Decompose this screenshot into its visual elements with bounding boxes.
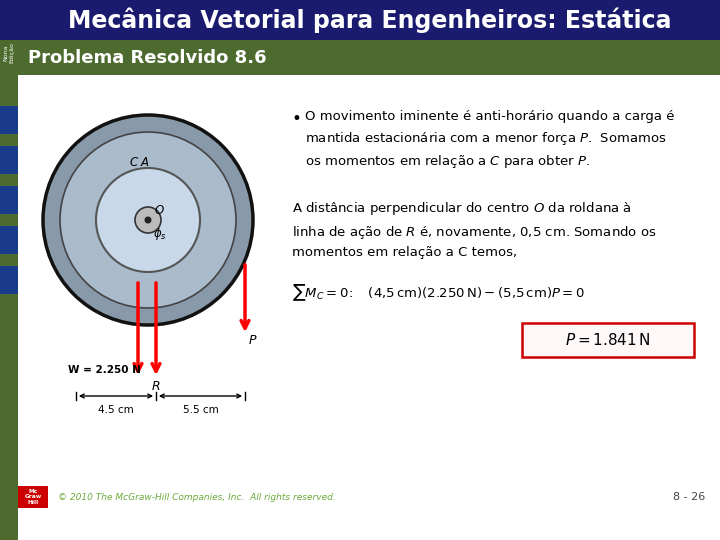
FancyBboxPatch shape (0, 40, 18, 540)
Text: A distância perpendicular do centro $O$ da roldana à
linha de ação de $R$ é, nov: A distância perpendicular do centro $O$ … (292, 200, 657, 259)
Text: •: • (292, 110, 302, 128)
Text: $\sum M_C = 0\!:\quad$$(4{,}5\,\mathrm{cm})(2.250\,\mathrm{N})-(5{,}5\,\mathrm{c: $\sum M_C = 0\!:\quad$$(4{,}5\,\mathrm{c… (292, 282, 585, 303)
Text: Nona
Edição: Nona Edição (4, 42, 14, 63)
Text: 4.5 cm: 4.5 cm (98, 405, 134, 415)
Text: Problema Resolvido 8.6: Problema Resolvido 8.6 (28, 49, 266, 67)
Circle shape (96, 168, 200, 272)
Text: P: P (249, 334, 256, 347)
FancyBboxPatch shape (18, 486, 48, 508)
Text: R: R (152, 380, 161, 393)
Text: Mecânica Vetorial para Engenheiros: Estática: Mecânica Vetorial para Engenheiros: Está… (68, 7, 672, 33)
FancyBboxPatch shape (0, 0, 720, 40)
Text: O movimento iminente é anti-horário quando a carga é
mantida estacionária com a : O movimento iminente é anti-horário quan… (305, 110, 675, 170)
Text: 8 - 26: 8 - 26 (672, 492, 705, 502)
FancyBboxPatch shape (18, 75, 720, 508)
FancyBboxPatch shape (18, 40, 720, 75)
FancyBboxPatch shape (0, 226, 18, 254)
Circle shape (145, 217, 151, 224)
Circle shape (60, 132, 236, 308)
Text: © 2010 The McGraw-Hill Companies, Inc.  All rights reserved.: © 2010 The McGraw-Hill Companies, Inc. A… (58, 492, 336, 502)
FancyBboxPatch shape (0, 266, 18, 294)
Text: $P = 1.841\,\mathrm{N}$: $P = 1.841\,\mathrm{N}$ (565, 332, 651, 348)
Text: O: O (154, 205, 163, 218)
Text: Mc
Graw
Hill: Mc Graw Hill (24, 489, 42, 505)
Text: 5.5 cm: 5.5 cm (183, 405, 218, 415)
FancyBboxPatch shape (0, 146, 18, 174)
Text: A: A (141, 157, 149, 170)
FancyBboxPatch shape (0, 106, 18, 134)
Circle shape (135, 207, 161, 233)
FancyBboxPatch shape (0, 186, 18, 214)
Circle shape (43, 115, 253, 325)
Text: $\phi_s$: $\phi_s$ (153, 226, 167, 242)
Text: W = 2.250 N: W = 2.250 N (68, 365, 141, 375)
FancyBboxPatch shape (522, 323, 694, 357)
Text: C: C (130, 157, 138, 170)
